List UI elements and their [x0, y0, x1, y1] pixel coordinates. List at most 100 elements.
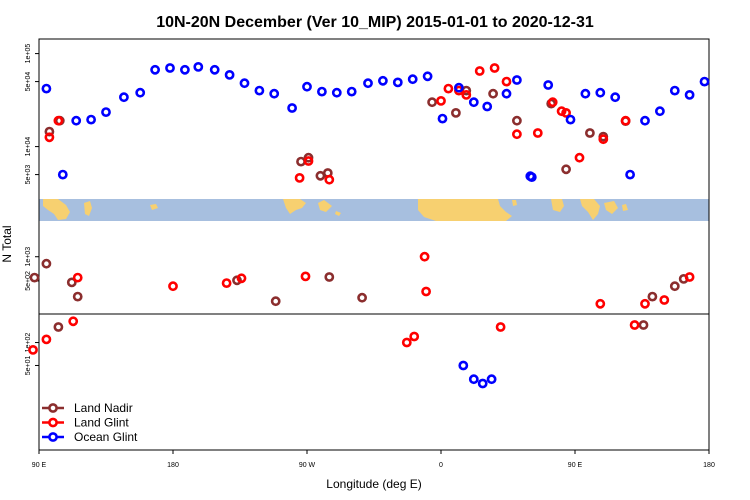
y-tick-label: 5e+04 — [25, 72, 32, 92]
ocean-glint-point — [287, 103, 297, 113]
land-nadir-point — [488, 88, 498, 99]
land-nadir-point — [647, 291, 658, 302]
land-glint-point — [28, 344, 38, 355]
ocean-glint-point — [41, 83, 52, 94]
land-glint-point — [436, 96, 446, 106]
land-glint-point — [419, 251, 430, 262]
land-nadir-point — [29, 272, 40, 283]
land-glint-point — [421, 286, 431, 297]
land-nadir-point — [357, 292, 367, 303]
ocean-glint-point — [209, 64, 220, 75]
land-glint-point — [461, 90, 472, 100]
ocean-glint-point — [565, 114, 576, 125]
ocean-glint-point — [407, 74, 418, 85]
land-nadir-point — [44, 126, 55, 137]
land-nadir-point — [66, 277, 77, 288]
ocean-glint-point — [377, 75, 388, 86]
ocean-glint-point — [477, 378, 488, 389]
ocean-glint-point — [346, 86, 357, 97]
land-glint-point — [501, 76, 512, 87]
ocean-glint-point — [655, 106, 665, 117]
land-glint-point — [41, 334, 52, 345]
ocean-glint-point — [57, 169, 68, 180]
land-glint-point — [409, 331, 420, 342]
land-glint-point — [595, 298, 606, 309]
ocean-glint-point — [422, 71, 433, 82]
y-tick-label: 1e+05 — [25, 44, 32, 64]
ocean-glint-point — [101, 107, 111, 117]
ocean-glint-point — [135, 87, 146, 98]
land-glint-point — [401, 337, 412, 348]
land-glint-point — [221, 278, 232, 288]
land-nadir-point — [561, 164, 571, 175]
land-glint-point — [303, 156, 314, 166]
ocean-glint-point — [86, 114, 96, 125]
land-glint-point — [294, 172, 305, 183]
x-axis-label: Longitude (deg E) — [326, 477, 421, 491]
land-glint-point — [72, 272, 83, 283]
land-nadir-point — [512, 115, 522, 126]
land-nadir-point — [270, 296, 281, 307]
ocean-glint-point — [486, 374, 497, 385]
land-nadir-point — [585, 128, 595, 138]
y-tick-label: 5e+02 — [25, 271, 32, 291]
land-nadir-point — [638, 320, 649, 330]
x-tick-label: 180 — [167, 462, 179, 469]
data-points — [28, 62, 710, 389]
ocean-glint-point — [482, 101, 493, 112]
ocean-glint-point — [239, 78, 250, 89]
chart-title: 10N-20N December (Ver 10_MIP) 2015-01-01… — [156, 14, 594, 31]
ocean-glint-point — [193, 62, 204, 72]
land-glint-point — [53, 115, 64, 126]
plot-frame — [38, 38, 710, 451]
ocean-glint-point — [316, 86, 327, 97]
ocean-glint-point — [640, 115, 650, 126]
land-glint-point — [68, 316, 79, 327]
legend-label-land-nadir: Land Nadir — [74, 401, 133, 415]
land-glint-point — [474, 66, 485, 76]
ocean-glint-point — [525, 171, 536, 182]
y-tick-label: 1e+04 — [25, 137, 32, 157]
ocean-glint-point — [331, 87, 342, 98]
land-glint-point — [44, 132, 55, 143]
land-glint-point — [532, 128, 543, 138]
land-glint-point — [324, 174, 335, 185]
land-nadir-point — [324, 272, 335, 282]
land-glint-point — [236, 273, 247, 284]
land-nadir-point — [72, 291, 83, 302]
y-axis: 5e+03 1e+04 5e+04 1e+05 5e+02 1e+03 5e+01 1e+02 — [25, 40, 40, 449]
ocean-glint-point — [224, 70, 235, 80]
land-glint-point — [574, 152, 585, 163]
land-glint-point — [489, 63, 500, 73]
legend-marker-land-glint — [48, 417, 58, 428]
land-glint-point — [443, 83, 454, 94]
land-glint-point — [556, 106, 567, 117]
legend-label-ocean-glint: Ocean Glint — [74, 430, 138, 444]
ocean-glint-point — [468, 374, 479, 385]
land-nadir-point — [315, 170, 326, 181]
ocean-glint-point — [669, 85, 680, 96]
ocean-glint-point — [543, 80, 554, 90]
ocean-glint-point — [684, 90, 695, 100]
x-tick-label: 90 W — [299, 462, 316, 469]
ocean-glint-point — [501, 88, 512, 99]
land-glint-point — [300, 271, 311, 282]
world-map-strip — [39, 199, 709, 221]
ocean-glint-point — [269, 88, 280, 99]
x-axis: 90 E 180 90 W 0 90 E 180 — [32, 450, 715, 469]
land-glint-point — [659, 295, 670, 305]
land-glint-point — [629, 320, 640, 330]
ocean-glint-point — [254, 85, 265, 96]
legend-label-land-glint: Land Glint — [74, 416, 129, 430]
y-tick-label: 1e+02 — [25, 333, 32, 353]
land-nadir-point — [296, 156, 306, 167]
land-glint-point — [168, 281, 178, 292]
land-glint-point — [640, 298, 650, 309]
ocean-glint-point — [437, 113, 448, 124]
legend-marker-land-nadir — [48, 403, 58, 413]
land-nadir-point — [669, 281, 680, 292]
ocean-glint-point — [625, 169, 635, 180]
land-glint-point — [547, 97, 558, 108]
land-glint-point — [495, 322, 506, 332]
